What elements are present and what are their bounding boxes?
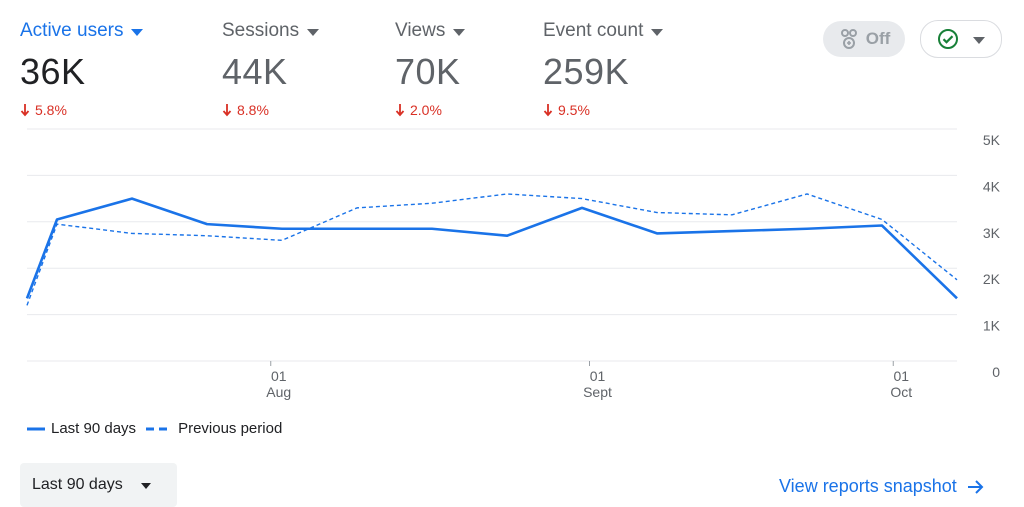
view-reports-snapshot-link[interactable]: View reports snapshot — [779, 476, 985, 497]
x-tick-day: 01 — [590, 368, 606, 384]
arrow-down-icon — [20, 103, 30, 116]
metric-value: 70K — [395, 51, 461, 92]
x-tick-day: 01 — [271, 368, 287, 384]
metric-change-value: 2.0% — [410, 102, 442, 118]
chart-legend: Last 90 days Previous period — [27, 420, 292, 437]
dropdown-arrow-icon — [973, 36, 985, 44]
metric-value: 44K — [222, 51, 288, 92]
metric-change: 2.0% — [395, 102, 465, 118]
date-range-dropdown[interactable]: Last 90 days — [20, 463, 177, 507]
series-line-last-90-days — [25, 197, 958, 300]
metric-change: 8.8% — [222, 102, 319, 118]
y-tick-label: 2K — [983, 271, 1001, 287]
metric-label: Active users — [20, 20, 124, 41]
dropdown-arrow-icon — [131, 28, 144, 36]
dropdown-arrow-icon — [140, 483, 151, 489]
metric-views-selector[interactable]: Views — [395, 18, 466, 44]
dropdown-arrow-icon — [651, 28, 664, 36]
metric-active-users-selector[interactable]: Active users — [20, 18, 144, 44]
metric-label: Views — [395, 20, 446, 41]
metric-change-value: 9.5% — [558, 102, 590, 118]
arrow-right-icon — [967, 479, 984, 494]
y-tick-label: 0 — [992, 364, 1000, 380]
metric-change-value: 5.8% — [35, 102, 67, 118]
dropdown-arrow-icon — [307, 28, 320, 36]
metric-event-count-selector[interactable]: Event count — [543, 18, 664, 44]
metric-label: Sessions — [222, 20, 300, 41]
insights-icon — [840, 29, 857, 49]
insights-toggle-label: Off — [865, 29, 891, 48]
metric-sessions-selector[interactable]: Sessions — [222, 18, 320, 44]
check-circle-icon — [938, 29, 958, 49]
y-tick-label: 4K — [983, 178, 1001, 194]
metric-event-count[interactable]: Event count 259K 9.5% — [543, 18, 664, 118]
link-label: View reports snapshot — [779, 476, 957, 496]
arrow-down-icon — [222, 103, 232, 116]
y-tick-label: 3K — [983, 225, 1001, 241]
metric-change-value: 8.8% — [237, 102, 269, 118]
legend-item-current: Last 90 days — [27, 420, 136, 437]
x-tick-month: Sept — [583, 384, 612, 400]
metric-change: 5.8% — [20, 102, 143, 118]
metric-views[interactable]: Views 70K 2.0% — [395, 18, 466, 118]
data-quality-button[interactable] — [920, 20, 1002, 58]
metric-sessions[interactable]: Sessions 44K 8.8% — [222, 18, 320, 118]
legend-label: Last 90 days — [51, 420, 137, 437]
legend-item-previous: Previous period — [146, 420, 282, 437]
metric-label: Event count — [543, 20, 644, 41]
solid-line-icon — [27, 427, 45, 430]
y-tick-label: 1K — [983, 318, 1001, 334]
x-tick-month: Oct — [890, 384, 912, 400]
y-tick-label: 5K — [983, 132, 1001, 148]
arrow-down-icon — [543, 103, 553, 116]
insights-toggle[interactable]: Off — [823, 21, 905, 57]
metric-change: 9.5% — [543, 102, 663, 118]
arrow-down-icon — [395, 103, 405, 116]
series-line-previous-period — [26, 193, 958, 306]
metric-value: 36K — [20, 51, 86, 92]
x-tick-month: Aug — [266, 384, 291, 400]
x-tick-day: 01 — [893, 368, 909, 384]
dashed-line-icon — [146, 427, 173, 430]
metric-active-users[interactable]: Active users 36K 5.8% — [20, 18, 144, 118]
metric-value: 259K — [543, 51, 630, 92]
legend-label: Previous period — [178, 420, 283, 437]
date-range-label: Last 90 days — [32, 476, 123, 493]
dropdown-arrow-icon — [453, 28, 466, 36]
